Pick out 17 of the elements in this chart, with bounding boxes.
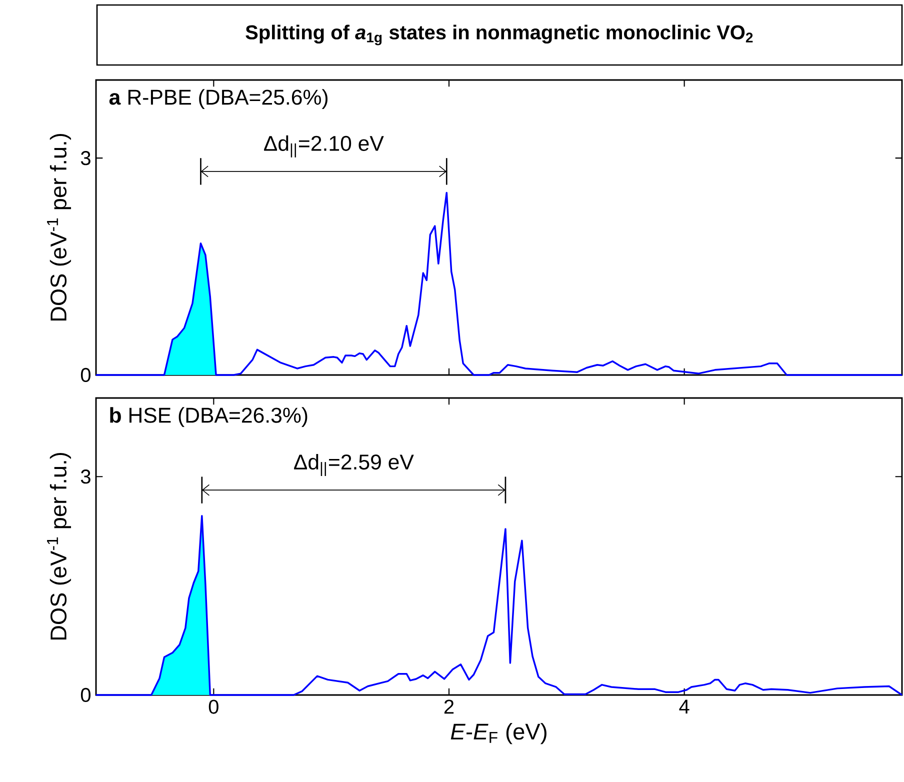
- line-series: [95, 192, 903, 376]
- x-tick-label: 4: [679, 700, 690, 714]
- y-tick-label: 0: [80, 688, 90, 702]
- y-axis-title: DOS (eV$^{-1}$ per f.u.): [47, 452, 72, 640]
- x-tick-label: 0: [208, 700, 218, 714]
- annotation: Δd$_{||}$=2.59 eV: [294, 454, 414, 476]
- y-tick-label: 3: [80, 470, 90, 484]
- y-tick-label: 0: [80, 368, 90, 382]
- chart-subtitle: a R-PBE (DBA=25.6%): [109, 89, 328, 109]
- y-tick-label: 3: [80, 150, 90, 166]
- line-series: [95, 515, 903, 696]
- x-tick-label: 2: [444, 700, 454, 714]
- annotation: Δd$_{||}$=2.10 eV: [264, 135, 384, 158]
- y-axis-title: DOS (eV$^{-1}$ per f.u.): [47, 134, 72, 321]
- chart-title: Splitting of a$_{1g}$ states in nonmagnetic monoclinic VO$_{2}$: [246, 24, 753, 46]
- x-axis-title: E-E$_{F}$ (eV): [450, 723, 546, 744]
- chart-subtitle: b HSE (DBA=26.3%): [110, 407, 308, 428]
